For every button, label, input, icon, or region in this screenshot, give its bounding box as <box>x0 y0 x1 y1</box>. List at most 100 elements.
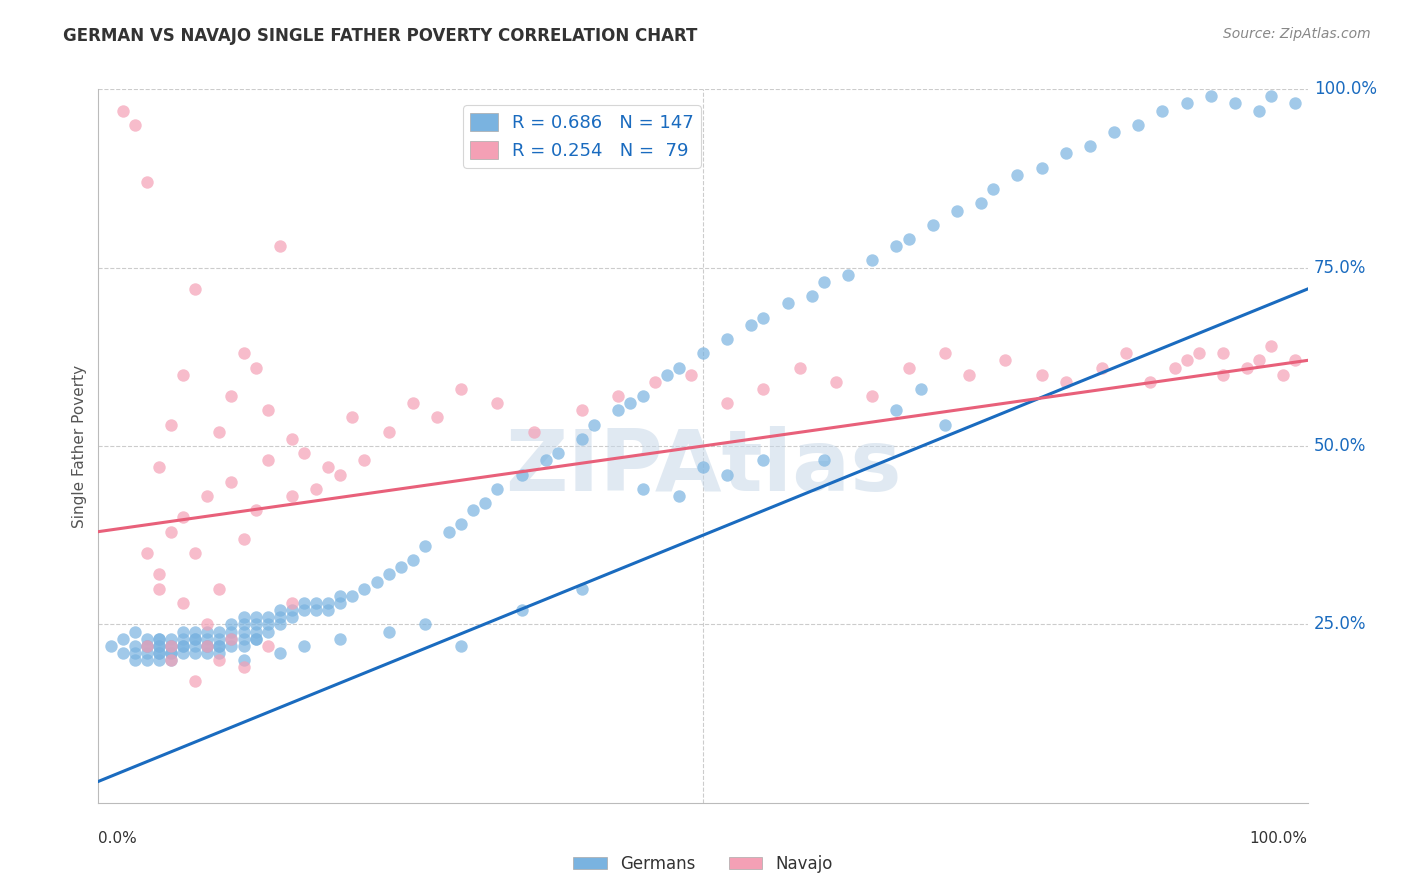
Point <box>305 603 328 617</box>
Point <box>486 482 509 496</box>
Point <box>221 389 243 403</box>
Point <box>1175 96 1198 111</box>
Point <box>184 646 207 660</box>
Point <box>1212 346 1234 360</box>
Point <box>281 596 304 610</box>
Point <box>160 653 183 667</box>
Point <box>148 639 170 653</box>
Point <box>1163 360 1185 375</box>
Point <box>292 596 315 610</box>
Point <box>245 632 267 646</box>
Point <box>245 624 267 639</box>
Point <box>292 446 315 460</box>
Point <box>172 510 194 524</box>
Point <box>184 632 207 646</box>
Point <box>245 610 267 624</box>
Legend: Germans, Navajo: Germans, Navajo <box>567 848 839 880</box>
Point <box>510 467 533 482</box>
Point <box>1031 161 1053 175</box>
Point <box>716 467 738 482</box>
Point <box>631 482 654 496</box>
Point <box>413 617 436 632</box>
Point <box>221 475 243 489</box>
Point <box>160 632 183 646</box>
Point <box>232 532 254 546</box>
Point <box>232 639 254 653</box>
Point <box>135 639 157 653</box>
Point <box>208 582 231 596</box>
Point <box>221 617 243 632</box>
Point <box>571 403 593 417</box>
Point <box>377 624 399 639</box>
Point <box>208 639 231 653</box>
Point <box>111 103 134 118</box>
Point <box>292 639 315 653</box>
Point <box>172 639 194 653</box>
Point <box>316 603 339 617</box>
Point <box>886 239 908 253</box>
Point <box>256 639 278 653</box>
Point <box>668 360 690 375</box>
Point <box>1007 168 1029 182</box>
Point <box>957 368 980 382</box>
Point <box>135 632 157 646</box>
Point <box>245 360 267 375</box>
Point <box>329 467 352 482</box>
Point <box>510 603 533 617</box>
Point <box>221 624 243 639</box>
Point <box>148 646 170 660</box>
Point <box>160 653 183 667</box>
Point <box>195 639 218 653</box>
Point <box>160 639 183 653</box>
Point <box>934 346 956 360</box>
Point <box>232 610 254 624</box>
Point <box>256 403 278 417</box>
Point <box>1284 96 1306 111</box>
Point <box>1128 118 1150 132</box>
Point <box>547 446 569 460</box>
Point <box>668 489 690 503</box>
Point <box>450 382 472 396</box>
Point <box>232 660 254 674</box>
Point <box>776 296 799 310</box>
Point <box>256 610 278 624</box>
Point <box>172 624 194 639</box>
Point <box>281 432 304 446</box>
Point <box>486 396 509 410</box>
Point <box>1272 368 1295 382</box>
Point <box>692 346 714 360</box>
Point <box>232 632 254 646</box>
Point <box>1260 339 1282 353</box>
Point <box>148 582 170 596</box>
Point <box>1212 368 1234 382</box>
Point <box>692 460 714 475</box>
Point <box>148 653 170 667</box>
Point <box>813 275 835 289</box>
Point <box>172 639 194 653</box>
Point <box>184 674 207 689</box>
Point <box>208 632 231 646</box>
Point <box>148 632 170 646</box>
Point <box>184 282 207 296</box>
Point <box>377 567 399 582</box>
Point <box>463 503 485 517</box>
Point <box>1078 139 1101 153</box>
Point <box>208 425 231 439</box>
Text: 50.0%: 50.0% <box>1313 437 1367 455</box>
Point <box>124 624 146 639</box>
Point <box>655 368 678 382</box>
Point <box>474 496 496 510</box>
Point <box>148 460 170 475</box>
Point <box>631 389 654 403</box>
Point <box>342 410 364 425</box>
Point <box>195 489 218 503</box>
Point <box>245 617 267 632</box>
Point <box>1260 89 1282 103</box>
Text: 0.0%: 0.0% <box>98 831 138 847</box>
Point <box>1091 360 1114 375</box>
Point <box>195 639 218 653</box>
Point <box>269 617 291 632</box>
Point <box>1249 103 1271 118</box>
Point <box>994 353 1017 368</box>
Point <box>111 632 134 646</box>
